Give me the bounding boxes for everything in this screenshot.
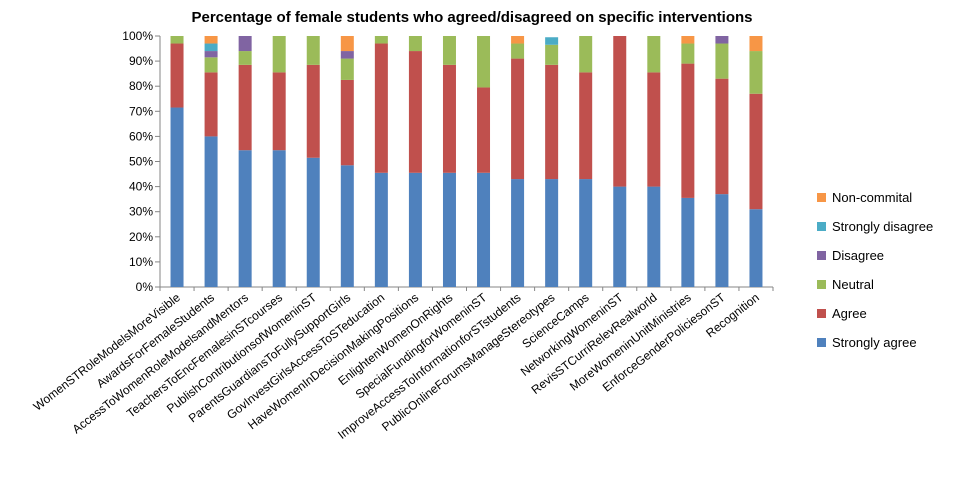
bar-segment (408, 51, 422, 173)
y-tick-label: 20% (129, 230, 153, 244)
bar-segment (442, 36, 456, 65)
bar-segment (681, 63, 695, 198)
bar-segment (681, 197, 695, 287)
bar-segment (340, 79, 354, 166)
bar-segment (511, 179, 525, 287)
legend-swatch (817, 309, 826, 318)
bar-segment (340, 58, 354, 80)
legend-label: Neutral (832, 277, 874, 292)
y-tick-label: 40% (129, 180, 153, 194)
legend-label: Strongly disagree (832, 219, 933, 234)
bar-segment (306, 157, 320, 287)
bar-segment (408, 172, 422, 287)
y-tick-label: 90% (129, 54, 153, 68)
bar-segment (511, 58, 525, 180)
bar-segment (545, 64, 559, 180)
bar-segment (204, 51, 218, 58)
bar-segment (511, 43, 525, 59)
bar-segment (749, 51, 763, 94)
bar-segment (749, 209, 763, 287)
bar-segment (374, 36, 388, 44)
y-tick-label: 30% (129, 205, 153, 219)
bar-segment (340, 36, 354, 52)
legend-swatch (817, 280, 826, 289)
bar-segment (477, 36, 491, 88)
bar-segment (749, 93, 763, 210)
bar-segment (374, 43, 388, 173)
y-tick-label: 100% (122, 29, 153, 43)
bar-segment (340, 165, 354, 287)
bar-segment (647, 72, 661, 187)
bar-segment (170, 36, 184, 44)
bar-segment (715, 43, 729, 79)
y-tick-label: 70% (129, 104, 153, 118)
bar-segment (238, 150, 252, 287)
bar-segment (272, 150, 286, 287)
bar-segment (545, 37, 559, 45)
y-tick-label: 0% (136, 280, 154, 294)
legend-swatch (817, 222, 826, 231)
bar-segment (204, 43, 218, 52)
bar-segment (442, 64, 456, 173)
bar-segment (681, 43, 695, 64)
bar-segment (340, 51, 354, 59)
bar-segment (749, 36, 763, 52)
bar-segment (204, 136, 218, 287)
legend-label: Agree (832, 306, 867, 321)
y-tick-label: 50% (129, 155, 153, 169)
bar-segment (715, 194, 729, 287)
y-tick-label: 80% (129, 79, 153, 93)
bar-segment (408, 36, 422, 52)
bar-segment (170, 107, 184, 287)
plot-area: 0%10%20%30%40%50%60%70%80%90%100%WomenST… (31, 29, 774, 442)
bar-segment (477, 172, 491, 287)
bar-segment (374, 172, 388, 287)
bar-segment (306, 64, 320, 158)
bar-segment (170, 43, 184, 108)
bar-segment (272, 72, 286, 151)
legend-label: Non-commital (832, 190, 912, 205)
bar-segment (238, 36, 252, 52)
bar-segment (647, 186, 661, 287)
bar-segment (511, 36, 525, 44)
legend-swatch (817, 338, 826, 347)
bar-segment (715, 78, 729, 195)
bar-segment (204, 36, 218, 44)
bar-segment (579, 179, 593, 287)
legend-swatch (817, 193, 826, 202)
chart-title: Percentage of female students who agreed… (192, 9, 753, 26)
legend-label: Strongly agree (832, 335, 917, 350)
y-tick-label: 60% (129, 129, 153, 143)
bar-segment (715, 36, 729, 44)
bar-segment (681, 36, 695, 44)
bar-segment (613, 186, 627, 287)
bar-segment (579, 36, 593, 73)
bar-segment (647, 36, 661, 73)
bar-segment (477, 87, 491, 173)
legend-label: Disagree (832, 248, 884, 263)
bar-segment (545, 44, 559, 65)
y-tick-label: 10% (129, 255, 153, 269)
bar-segment (442, 172, 456, 287)
bar-segment (272, 36, 286, 73)
legend-swatch (817, 251, 826, 260)
bar-segment (238, 64, 252, 151)
bar-segment (306, 36, 320, 65)
bar-segment (204, 72, 218, 137)
legend: Non-commital Strongly disagree Disagree Neu… (817, 190, 933, 350)
bar-segment (613, 36, 627, 187)
bar-segment (204, 57, 218, 73)
bar-segment (238, 51, 252, 65)
bar-segment (579, 72, 593, 180)
bar-segment (545, 179, 559, 287)
